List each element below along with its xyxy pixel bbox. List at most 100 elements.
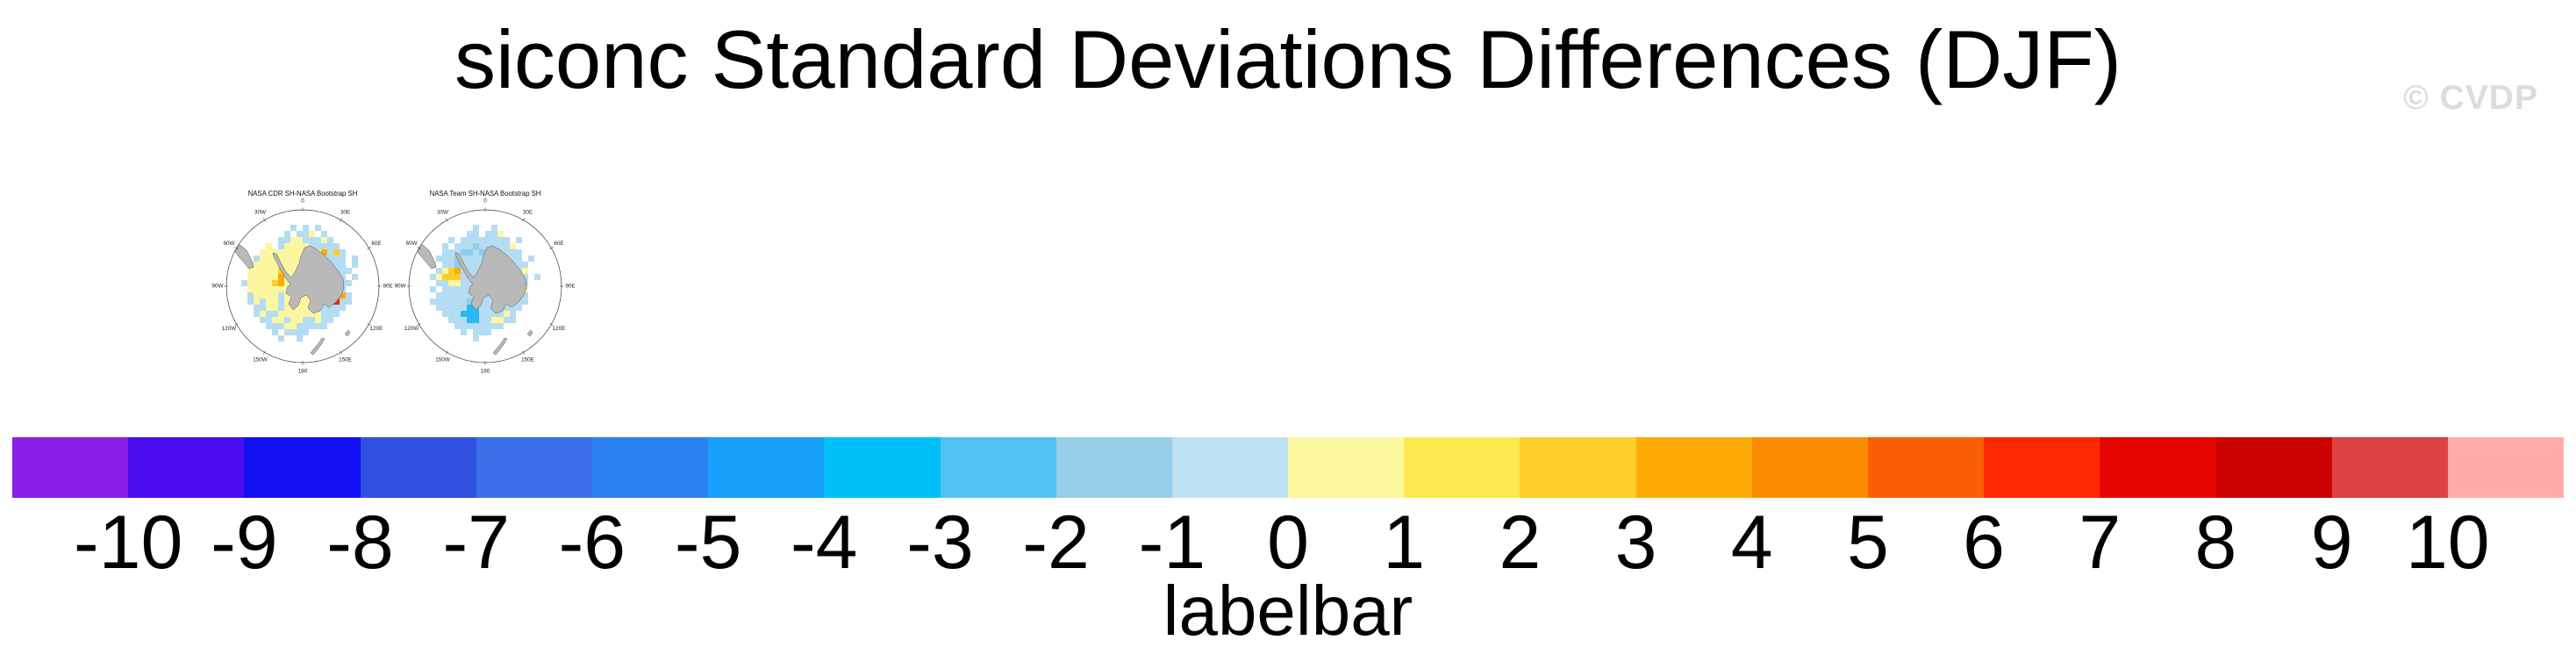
- map-data-cell: [491, 317, 497, 323]
- map-data-cell: [315, 225, 321, 231]
- map-data-cell: [461, 323, 467, 329]
- map-data-cell: [473, 237, 479, 243]
- colorbar-segment: [128, 437, 245, 498]
- map-data-cell: [528, 255, 534, 262]
- map-data-cell: [497, 231, 504, 237]
- map-data-cell: [442, 243, 448, 249]
- map-data-cell: [278, 237, 284, 243]
- map-data-cell: [340, 274, 346, 280]
- map-data-cell: [497, 311, 504, 317]
- map-data-cell: [448, 311, 454, 317]
- longitude-label: 150E: [339, 357, 352, 363]
- colorbar: [12, 437, 2565, 498]
- map-data-cell: [461, 243, 467, 249]
- longitude-tick: [446, 218, 448, 222]
- map-data-cell: [485, 231, 491, 237]
- map-data-cell: [309, 317, 315, 323]
- map-data-cell: [284, 323, 290, 329]
- map-data-cell: [333, 305, 340, 311]
- map-data-cell: [448, 299, 454, 305]
- map-data-cell: [454, 280, 461, 286]
- map-data-cell: [297, 329, 303, 335]
- map-data-cell: [254, 274, 260, 280]
- longitude-tick: [549, 323, 554, 326]
- map-data-cell: [315, 243, 321, 249]
- small-island: [344, 329, 351, 337]
- map-data-cell: [278, 311, 284, 317]
- longitude-label: 60E: [554, 241, 563, 247]
- map-data-cell: [260, 274, 266, 280]
- map-data-cell: [333, 262, 340, 268]
- map-data-cell: [272, 323, 278, 329]
- longitude-label: 30W: [437, 210, 448, 216]
- map-data-cell: [516, 255, 522, 262]
- map-data-cell: [448, 262, 454, 268]
- map-data-cell: [303, 243, 309, 249]
- map-data-cell: [485, 243, 491, 249]
- map-data-cell: [266, 317, 272, 323]
- map-data-cell: [297, 323, 303, 329]
- map-data-cell: [278, 292, 284, 299]
- map-data-cell: [352, 255, 358, 262]
- land-layer: [416, 244, 533, 356]
- longitude-tick: [417, 247, 421, 249]
- map-data-cell: [491, 237, 497, 243]
- colorbar-tick-label: -9: [211, 500, 278, 585]
- map-data-cell: [448, 268, 454, 274]
- map-data-cell: [461, 305, 467, 311]
- longitude-label: 180: [481, 369, 490, 375]
- map-data-cell: [491, 311, 497, 317]
- map-data-cell: [467, 317, 473, 323]
- map-data-cell: [340, 249, 346, 255]
- map-data-cell: [272, 280, 278, 286]
- map-data-cell: [260, 317, 266, 323]
- colorbar-tick-label: 3: [1614, 500, 1657, 585]
- map-data-cell: [278, 249, 284, 255]
- longitude-label: 120W: [222, 326, 237, 332]
- map-data-cell: [327, 311, 333, 317]
- map-data-cell: [254, 255, 260, 262]
- map-data-cell: [467, 268, 473, 274]
- longitude-ticks: [224, 207, 382, 365]
- map-data-cell: [272, 305, 278, 311]
- colorbar-tick-label: 5: [1846, 500, 1889, 585]
- longitude-tick: [417, 323, 421, 326]
- colorbar-segment: [1288, 437, 1405, 498]
- map-data-cell: [491, 225, 497, 231]
- map-data-cell: [448, 249, 454, 255]
- map-data-cell: [309, 237, 315, 243]
- map-data-cell: [321, 237, 327, 243]
- colorbar-segment: [244, 437, 361, 498]
- map-data-cell: [467, 237, 473, 243]
- antarctica-landmass: [272, 245, 345, 314]
- map-data-cell: [491, 243, 497, 249]
- longitude-label: 60E: [371, 241, 381, 247]
- map-data-cell: [497, 317, 504, 323]
- colorbar-tick-label: 6: [1963, 500, 2005, 585]
- map-data-cell: [346, 280, 352, 286]
- map-data-cell: [454, 286, 461, 292]
- longitude-tick: [234, 323, 239, 326]
- map-data-cell: [272, 329, 278, 335]
- map-data-cell: [479, 317, 485, 323]
- colorbar-segment: [1055, 437, 1172, 498]
- map-data-cell: [290, 262, 297, 268]
- map-data-cell: [448, 274, 454, 280]
- map-data-cell: [260, 268, 266, 274]
- map-data-cell: [510, 249, 516, 255]
- map-data-cell: [297, 231, 303, 237]
- map-data-cell: [260, 305, 266, 311]
- longitude-label: 150E: [521, 357, 534, 363]
- map-data-cell: [321, 311, 327, 317]
- longitude-label: 120W: [404, 326, 419, 332]
- colorbar-tick-label: -5: [674, 500, 742, 585]
- map-data-cell: [467, 231, 473, 237]
- map-data-cell: [491, 323, 497, 329]
- map-data-cell: [272, 286, 278, 292]
- colorbar-tick-label: -7: [442, 500, 510, 585]
- map-data-cell: [479, 249, 485, 255]
- land-layer: [233, 244, 351, 356]
- map-data-cell: [297, 255, 303, 262]
- longitude-tick: [340, 350, 342, 355]
